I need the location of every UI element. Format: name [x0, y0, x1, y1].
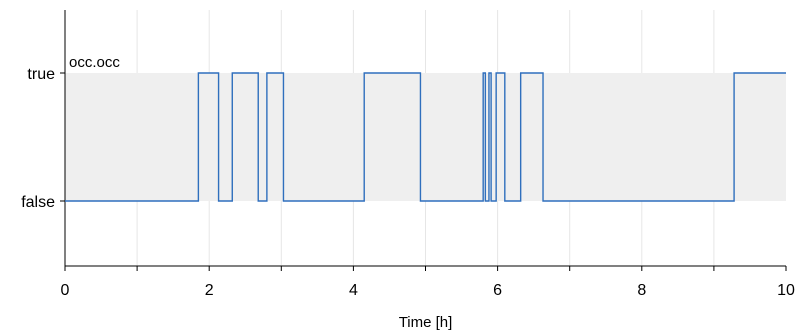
axes-layer: false true 0 2 4 6 8 10	[21, 10, 795, 299]
x-tick-label: 6	[493, 282, 502, 299]
value-range-band	[65, 73, 786, 201]
x-tick-label: 10	[777, 282, 795, 299]
y-tick-label: true	[27, 66, 55, 83]
series-line-occ	[65, 72, 786, 202]
x-tick-label: 2	[205, 282, 214, 299]
x-tick-label: 0	[61, 282, 70, 299]
series-label: occ.occ	[69, 54, 120, 71]
x-tick-label: 8	[637, 282, 646, 299]
x-tick-label: 4	[349, 282, 358, 299]
x-axis-title: Time [h]	[399, 314, 453, 331]
y-tick-label: false	[21, 194, 55, 211]
